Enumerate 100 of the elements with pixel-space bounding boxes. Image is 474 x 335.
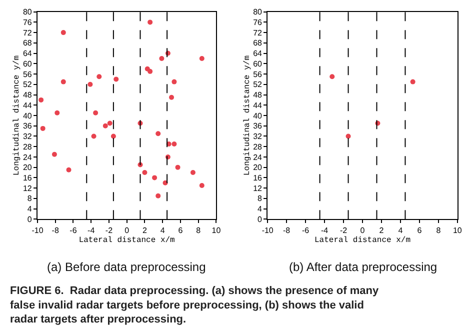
y-tick-label: 56 — [22, 70, 32, 79]
x-tick-label: -10 — [262, 226, 274, 235]
y-axis-title: Longitudinal distance y/m — [242, 55, 252, 176]
x-tick-label: 10 — [212, 226, 222, 235]
y-tick-label: 40 — [22, 111, 32, 120]
point — [172, 142, 177, 146]
point — [148, 20, 153, 25]
y-tick-label: 32 — [253, 132, 263, 142]
x-axis-title: Lateral distance x/m — [78, 236, 176, 245]
y-axis-title: Longitudinal distance y/m — [12, 55, 22, 176]
y-tick-label: 44 — [22, 100, 32, 110]
point — [172, 79, 177, 84]
y-tick-label: 24 — [22, 152, 32, 162]
x-tick-label: -6 — [70, 226, 78, 235]
point — [107, 120, 112, 126]
y-tick-label: 64 — [253, 49, 263, 58]
y-tick-label: 72 — [22, 28, 32, 38]
x-tick-label: 8 — [196, 226, 202, 235]
y-tick-label: 28 — [22, 142, 32, 152]
point — [110, 134, 116, 139]
point — [410, 79, 416, 84]
point — [96, 74, 102, 80]
point — [60, 30, 66, 36]
point — [88, 82, 93, 87]
y-tick-label: 52 — [253, 80, 263, 90]
y-tick-label: 48 — [22, 90, 32, 100]
x-tick-label: 6 — [417, 226, 422, 235]
y-tick-label: 68 — [22, 38, 32, 48]
point — [330, 74, 335, 80]
point — [38, 97, 44, 102]
y-tick-label: 76 — [22, 18, 32, 27]
y-tick-label: 60 — [253, 59, 263, 68]
y-tick-label: 20 — [253, 163, 263, 172]
y-tick-label: 60 — [22, 59, 32, 68]
y-tick-label: 12 — [22, 184, 32, 193]
point — [114, 76, 119, 82]
y-tick-label: 72 — [253, 28, 263, 38]
y-tick-label: 56 — [253, 70, 263, 79]
y-tick-label: 24 — [253, 152, 263, 162]
x-tick-label: 4 — [160, 226, 166, 235]
x-tick-label: -10 — [32, 226, 44, 235]
y-tick-label: 4 — [258, 204, 263, 214]
y-tick-label: 48 — [253, 90, 263, 100]
point — [156, 131, 161, 136]
y-tick-label: 0 — [27, 214, 32, 224]
point — [199, 56, 204, 61]
point — [52, 152, 57, 157]
x-tick-label: -2 — [340, 226, 348, 235]
x-tick-label: -2 — [105, 226, 114, 235]
point — [152, 175, 158, 180]
x-tick-label: 0 — [360, 226, 366, 235]
y-tick-label: 44 — [253, 100, 263, 110]
y-tick-label: 0 — [258, 214, 263, 224]
text: (b) After data preprocessing — [289, 260, 438, 274]
y-tick-label: 40 — [253, 111, 263, 120]
y-tick-label: 36 — [253, 122, 263, 131]
x-tick-label: 2 — [142, 226, 148, 235]
y-tick-label: 80 — [22, 8, 32, 17]
x-tick-label: 0 — [124, 226, 130, 235]
point — [156, 193, 161, 198]
y-tick-label: 16 — [253, 173, 263, 182]
y-tick-label: 16 — [22, 173, 32, 182]
y-tick-label: 12 — [253, 184, 263, 193]
y-tick-label: 28 — [253, 142, 263, 152]
y-tick-label: 68 — [253, 38, 263, 48]
y-tick-label: 80 — [253, 8, 263, 17]
point — [199, 182, 204, 188]
x-tick-label: -6 — [302, 226, 310, 235]
x-axis-title: Lateral distance x/m — [314, 236, 411, 245]
point — [60, 79, 66, 84]
x-tick-label: -4 — [88, 226, 96, 235]
point — [148, 68, 153, 74]
point — [93, 110, 98, 116]
text: (a) Before data preprocessing — [47, 260, 206, 274]
y-tick-label: 64 — [22, 49, 32, 58]
point — [175, 164, 180, 170]
caption: FIGURE 6. Radar data preprocessing. (a) shows the presence of many false invalid radar targets before preprocessing, (b) shows the valid radar targets after preprocessing. — [10, 285, 380, 326]
point — [159, 56, 164, 61]
point — [169, 94, 174, 100]
point — [66, 167, 72, 172]
y-tick-label: 8 — [258, 194, 263, 204]
y-tick-label: 36 — [22, 122, 32, 131]
point — [190, 170, 196, 176]
y-tick-label: 32 — [22, 132, 32, 142]
y-tick-label: 4 — [27, 204, 32, 214]
x-tick-label: -4 — [320, 226, 329, 235]
point — [91, 134, 96, 139]
x-tick-label: -8 — [283, 226, 291, 235]
point — [142, 170, 148, 176]
x-tick-label: 6 — [178, 226, 184, 235]
x-tick-label: 4 — [398, 226, 404, 235]
x-tick-label: 2 — [379, 226, 384, 235]
x-tick-label: 10 — [452, 226, 462, 235]
y-tick-label: 76 — [253, 18, 263, 27]
y-tick-label: 52 — [22, 80, 32, 90]
y-tick-label: 20 — [22, 163, 32, 172]
y-tick-label: 8 — [27, 194, 32, 204]
point — [102, 123, 108, 128]
point — [40, 126, 46, 131]
x-tick-label: 8 — [436, 226, 442, 235]
